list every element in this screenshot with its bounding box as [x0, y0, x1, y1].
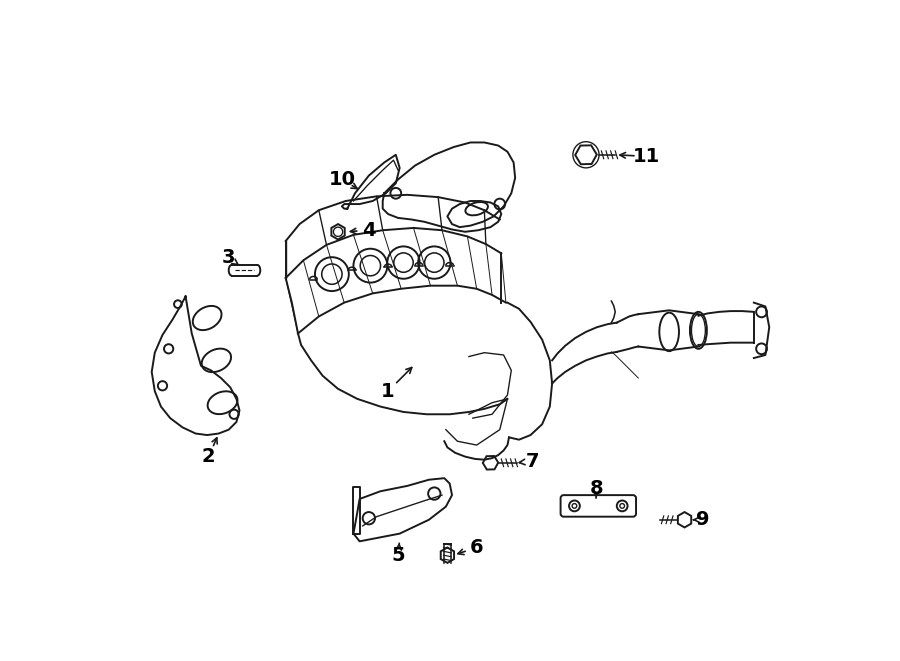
Text: 11: 11	[633, 147, 660, 166]
Text: 7: 7	[526, 451, 539, 471]
Text: 5: 5	[392, 546, 405, 564]
Text: 2: 2	[202, 447, 215, 466]
Text: 8: 8	[590, 479, 604, 498]
Text: 9: 9	[697, 510, 710, 529]
Text: 3: 3	[222, 249, 236, 268]
Text: 1: 1	[382, 381, 395, 401]
Text: 4: 4	[362, 221, 375, 240]
Text: 6: 6	[470, 538, 483, 557]
Text: 10: 10	[328, 170, 356, 189]
